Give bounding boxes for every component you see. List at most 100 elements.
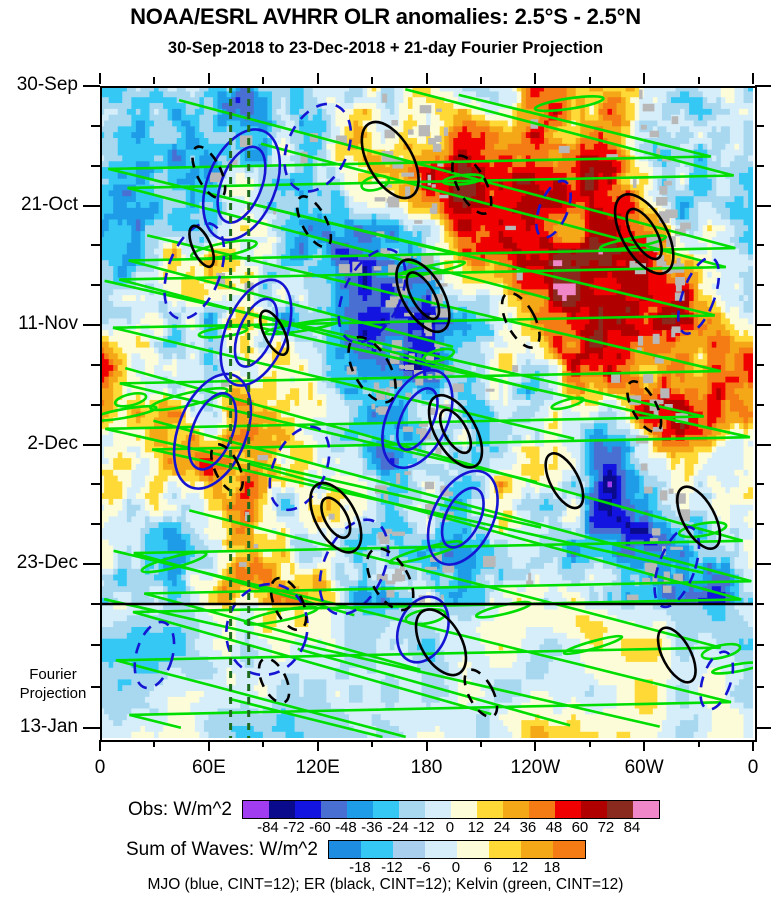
colorbar-swatch (580, 801, 607, 818)
y-axis-label: 23-Dec (16, 552, 78, 574)
y-axis-minor-tick (91, 284, 100, 287)
x-axis-top-tick (643, 73, 646, 84)
colorbar-tick-label: -12 (381, 859, 403, 876)
colorbar-swatch (360, 841, 393, 858)
y-axis-right-tick (755, 603, 764, 605)
colorbar-tick-label: -18 (349, 859, 371, 876)
colorbar-tick-label: 60 (571, 819, 589, 836)
x-axis-label: 180 (410, 757, 443, 778)
x-axis-top-tick (316, 73, 319, 84)
x-axis-top-tick (99, 73, 101, 84)
y-axis-right-tick (755, 85, 771, 87)
y-axis-major-tick (83, 204, 100, 207)
x-axis-minor-tick (588, 740, 591, 747)
colorbar-tick-label: 48 (545, 819, 563, 836)
colorbar-swatch (502, 801, 529, 818)
y-axis-right-tick (755, 644, 764, 647)
colorbar-swatch (488, 841, 521, 858)
y-axis-label: 30-Sep (16, 74, 78, 95)
x-axis-major-tick (752, 740, 754, 751)
page-subtitle: 30-Sep-2018 to 23-Dec-2018 + 21-day Four… (167, 39, 604, 57)
waves-colorbar-ticks: -18 -12 -6 0 6 12 18 (328, 859, 584, 877)
fourier-note-line1: Fourier (29, 666, 77, 683)
y-axis-label: 2-Dec (27, 432, 78, 454)
x-axis-top-tick (207, 73, 210, 84)
colorbar-swatch (424, 841, 457, 858)
obs-colorbar (241, 800, 660, 819)
colorbar-swatch (424, 801, 451, 818)
colorbar-tick-label: 6 (483, 859, 493, 876)
y-axis-right-tick (755, 483, 764, 486)
wave-legend-note: MJO (blue, CINT=12); ER (black, CINT=12)… (147, 876, 624, 893)
hovmoller-plot[interactable] (100, 86, 753, 738)
x-axis-top-minor-tick (697, 77, 700, 84)
colorbar-swatch (268, 801, 295, 818)
colorbar-tick-label: 0 (445, 819, 455, 836)
colorbar-tick-label: -36 (361, 819, 383, 836)
y-axis-right-tick (755, 204, 771, 207)
x-axis-top-minor-tick (153, 77, 156, 84)
x-axis-minor-tick (153, 740, 156, 747)
waves-legend: Sum of Waves: W/m^2 -18 -12 -6 0 6 12 18 (126, 839, 586, 877)
y-axis-right-tick (755, 563, 771, 566)
x-axis-top-minor-tick (262, 77, 265, 84)
colorbar-swatch (346, 801, 373, 818)
obs-legend-label: Obs: W/m^2 (128, 799, 232, 820)
colorbar-swatch (372, 801, 399, 818)
colorbar-swatch (450, 801, 477, 818)
x-axis-major-tick (534, 740, 537, 751)
x-axis-major-tick (316, 740, 319, 751)
y-axis-right-tick (755, 523, 764, 526)
mjo-contours (133, 102, 735, 711)
x-axis-major-tick (99, 740, 101, 751)
y-axis-minor-tick (91, 644, 100, 647)
x-axis-minor-tick (371, 740, 374, 747)
x-axis-minor-tick (262, 740, 265, 747)
y-axis-minor-tick (91, 244, 100, 247)
colorbar-tick-label: -72 (283, 819, 305, 836)
colorbar-tick-label: 24 (493, 819, 511, 836)
x-axis-label: 120W (510, 757, 561, 778)
colorbar-tick-label: -84 (257, 819, 279, 836)
y-axis-label: 13-Jan (19, 715, 78, 737)
colorbar-tick-label: -60 (309, 819, 331, 836)
y-axis-major-tick (83, 563, 100, 566)
y-axis-right-tick (755, 685, 764, 688)
page-title: NOAA/ESRL AVHRR OLR anomalies: 2.5°S - 2… (130, 4, 641, 29)
y-axis-minor-tick (91, 483, 100, 486)
colorbar-swatch (520, 841, 553, 858)
colorbar-swatch (392, 841, 425, 858)
waves-colorbar (327, 840, 586, 859)
y-axis-minor-tick (91, 363, 100, 366)
y-axis-minor-tick (91, 403, 100, 406)
plot-canvas[interactable] (100, 86, 753, 738)
colorbar-swatch (554, 801, 581, 818)
colorbar-tick-label: 0 (451, 859, 461, 876)
y-axis-label: 11-Nov (18, 313, 78, 335)
x-axis-major-tick (207, 740, 210, 751)
colorbar-swatch (606, 801, 633, 818)
x-axis-top-minor-tick (588, 77, 591, 84)
obs-legend: Obs: W/m^2 -84 -72 -60 -48 -36 -24 -12 0 12 24 36 4… (128, 799, 660, 837)
y-axis-minor-tick (91, 685, 100, 688)
x-axis-top-tick (534, 73, 537, 84)
colorbar-swatch (528, 801, 555, 818)
colorbar-swatch (294, 801, 321, 818)
x-axis-top-tick (752, 73, 754, 84)
x-axis-minor-tick (697, 740, 700, 747)
colorbar-tick-label: 18 (543, 859, 561, 876)
x-axis-top-minor-tick (479, 77, 482, 84)
colorbar-tick-label: -48 (335, 819, 357, 836)
y-axis-right-tick (755, 363, 764, 366)
colorbar-tick-label: 12 (467, 819, 485, 836)
colorbar-swatch (476, 801, 503, 818)
colorbar-tick-label: -6 (417, 859, 431, 876)
fourier-projection-note: Fourier Projection (10, 666, 96, 704)
x-axis-label: 60E (191, 757, 226, 778)
x-axis-minor-tick (479, 740, 482, 747)
colorbar-tick-label: 72 (597, 819, 615, 836)
colorbar-tick-label: 36 (519, 819, 537, 836)
x-axis-label: 0 (94, 757, 106, 778)
colorbar-swatch (328, 841, 361, 858)
y-axis-major-tick (83, 726, 100, 729)
